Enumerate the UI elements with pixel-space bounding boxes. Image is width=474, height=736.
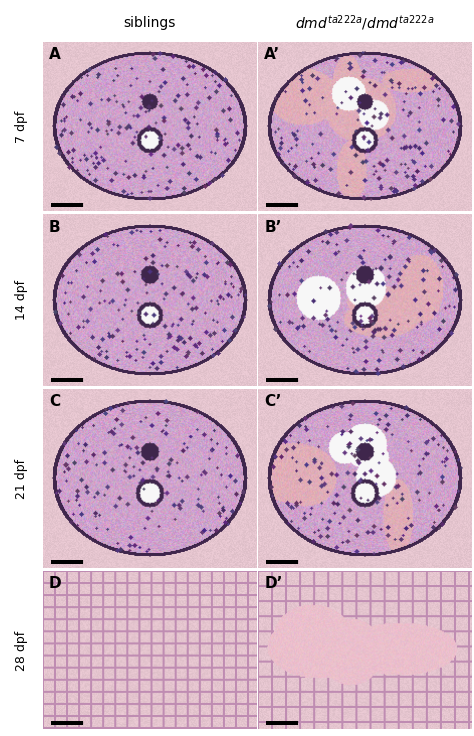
Text: B: B [49,219,61,235]
Text: A’: A’ [264,47,281,62]
Text: 14 dpf: 14 dpf [15,280,28,320]
Text: 28 dpf: 28 dpf [15,630,28,670]
Text: D’: D’ [264,576,283,591]
Text: D: D [49,576,62,591]
Text: A: A [49,47,61,62]
Text: $\mathit{dmd}^{ta222a}$/$\mathit{dmd}^{ta222a}$: $\mathit{dmd}^{ta222a}$/$\mathit{dmd}^{t… [295,13,435,32]
Text: C’: C’ [264,394,282,409]
Text: siblings: siblings [123,15,176,30]
Text: B’: B’ [264,219,282,235]
Text: C: C [49,394,60,409]
Text: 21 dpf: 21 dpf [15,459,28,499]
Text: 7 dpf: 7 dpf [15,110,28,143]
